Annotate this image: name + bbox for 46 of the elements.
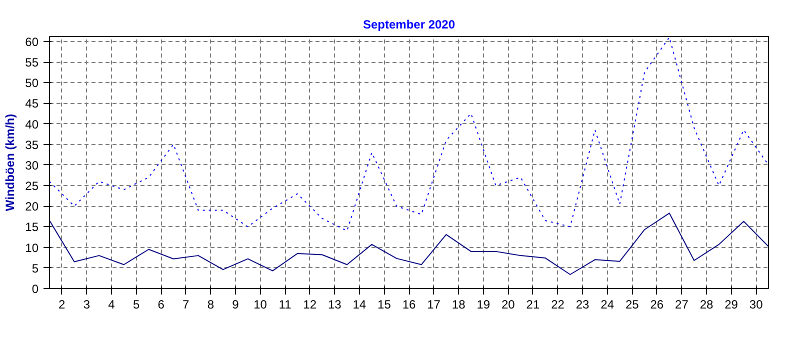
y-tick-label: 45: [25, 96, 39, 111]
x-tick-label: 10: [254, 298, 268, 312]
x-tick-label: 3: [83, 298, 90, 312]
x-tick-label: 18: [452, 298, 466, 312]
x-tick-label: 13: [328, 298, 342, 312]
x-tick-label: 24: [600, 298, 614, 312]
x-tick-label: 21: [526, 298, 540, 312]
x-tick-label: 11: [278, 298, 292, 312]
x-tick-label: 8: [207, 298, 214, 312]
y-tick-label: 35: [25, 138, 39, 152]
x-tick-label: 12: [303, 298, 317, 312]
chart-title: September 2020: [362, 18, 456, 32]
x-tick-label: 26: [650, 298, 664, 312]
x-tick-label: 14: [352, 298, 366, 312]
x-tick-label: 7: [182, 298, 190, 312]
y-axis-title: Windböen (km/h): [3, 114, 18, 212]
y-tick-label: 55: [25, 56, 39, 70]
x-tick-label: 28: [700, 298, 714, 312]
y-tick-label: 5: [32, 261, 39, 276]
y-tick-label: 60: [25, 34, 39, 49]
y-tick-label: 15: [25, 220, 39, 234]
x-tick-label: 23: [576, 298, 590, 312]
x-tick-label: 25: [625, 298, 640, 312]
x-tick-label: 17: [427, 298, 441, 312]
line-series: [50, 36, 768, 232]
x-tick-label: 16: [402, 298, 416, 312]
x-tick-label: 6: [158, 298, 165, 312]
x-tick-label: 20: [502, 298, 516, 312]
y-tick-label: 50: [25, 76, 39, 90]
y-tick-label: 30: [25, 158, 39, 172]
x-tick-label: 30: [749, 298, 764, 312]
x-tick-label: 4: [108, 298, 116, 312]
x-tick-label: 2: [58, 298, 66, 312]
x-tick-label: 5: [132, 298, 140, 312]
line-series: [50, 212, 768, 275]
y-tick-label: 25: [25, 179, 39, 194]
y-tick-label: 20: [25, 200, 39, 214]
y-tick-label: 10: [25, 240, 39, 255]
x-tick-label: 22: [551, 298, 565, 312]
x-tick-label: 15: [378, 298, 392, 312]
x-tick-label: 19: [476, 298, 490, 312]
y-tick-label: 0: [32, 282, 39, 296]
x-tick-label: 29: [724, 298, 738, 312]
y-tick-label: 40: [25, 117, 39, 132]
x-tick-label: 9: [232, 298, 240, 312]
x-tick-label: 27: [675, 298, 689, 312]
